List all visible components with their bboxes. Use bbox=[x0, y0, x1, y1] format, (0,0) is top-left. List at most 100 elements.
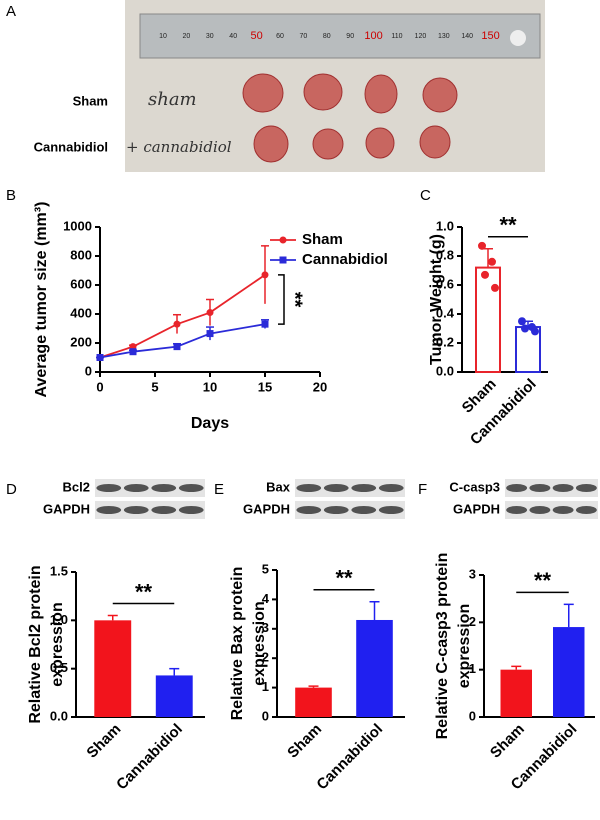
x-tick-label: 20 bbox=[313, 379, 327, 394]
legend-marker bbox=[279, 256, 287, 264]
data-point bbox=[531, 327, 539, 336]
ruler-label: 70 bbox=[300, 33, 308, 40]
y-axis-label: Average tumor size (mm³) bbox=[33, 202, 50, 398]
y-axis-label: Relative C-casp3 protein bbox=[434, 553, 451, 740]
blot-band bbox=[296, 506, 322, 514]
data-point bbox=[261, 271, 269, 279]
ruler-label: 20 bbox=[183, 33, 191, 40]
x-tick-label: 0 bbox=[96, 379, 103, 394]
row-label: Cannabidiol bbox=[34, 139, 108, 154]
bar bbox=[475, 266, 501, 374]
blot-band bbox=[96, 506, 122, 514]
blot bbox=[95, 501, 205, 519]
y-tick-label: 2 bbox=[262, 650, 269, 665]
y-axis-label: Tumor Weight (g) bbox=[428, 234, 445, 365]
blot-band bbox=[378, 484, 404, 492]
significance-label: ** bbox=[335, 566, 353, 591]
y-tick-label: 0 bbox=[85, 363, 92, 378]
significance-bracket bbox=[278, 274, 285, 325]
x-tick-label: 10 bbox=[203, 379, 217, 394]
y-tick-label: 1000 bbox=[63, 218, 92, 233]
blot-band bbox=[529, 506, 551, 514]
ruler-label: 120 bbox=[415, 33, 427, 40]
blot-band bbox=[151, 484, 177, 492]
panel-letter: B bbox=[6, 187, 16, 204]
data-point bbox=[488, 257, 496, 266]
ruler-label: 140 bbox=[461, 33, 473, 40]
bar bbox=[356, 619, 393, 717]
y-axis-label: Relative Bcl2 protein bbox=[27, 565, 44, 723]
y-axis-label: expression bbox=[456, 604, 473, 688]
bar bbox=[94, 620, 132, 717]
ruler-label: 50 bbox=[250, 30, 262, 42]
x-tick-label: 5 bbox=[151, 379, 158, 394]
x-tick-label: Cannabidiol bbox=[113, 721, 186, 794]
y-tick-label: 200 bbox=[70, 334, 92, 349]
y-tick-label: 1.5 bbox=[50, 563, 68, 578]
blot-band bbox=[123, 506, 149, 514]
y-tick-label: 0 bbox=[469, 708, 476, 723]
data-point bbox=[521, 324, 529, 333]
ruler-label: 90 bbox=[346, 33, 354, 40]
significance-label: ** bbox=[534, 568, 552, 593]
bar bbox=[500, 669, 532, 717]
bar bbox=[295, 687, 332, 717]
blot-band bbox=[296, 484, 322, 492]
y-tick-label: 0.2 bbox=[436, 334, 454, 349]
y-tick-label: 0.5 bbox=[50, 660, 68, 675]
ruler-label: 40 bbox=[229, 33, 237, 40]
y-tick-label: 5 bbox=[262, 561, 269, 576]
data-point bbox=[481, 270, 489, 279]
legend-marker bbox=[279, 236, 287, 244]
y-axis-label: expression bbox=[251, 601, 268, 685]
y-tick-label: 4 bbox=[262, 591, 270, 606]
y-tick-label: 3 bbox=[262, 620, 269, 635]
blot-band bbox=[351, 506, 377, 514]
blot-band bbox=[506, 506, 528, 514]
ruler-label: 100 bbox=[364, 30, 382, 42]
bar bbox=[553, 627, 585, 717]
ruler bbox=[139, 13, 541, 59]
x-tick-label: Sham bbox=[284, 721, 325, 762]
blot bbox=[505, 479, 598, 497]
blot-band bbox=[552, 506, 574, 514]
blot bbox=[295, 501, 405, 519]
blot-band bbox=[178, 506, 204, 514]
blot-band bbox=[552, 484, 574, 492]
panel-letter: C bbox=[420, 187, 431, 204]
panel-letter: E bbox=[214, 481, 224, 498]
y-tick-label: 1.0 bbox=[436, 218, 454, 233]
significance-label: ** bbox=[284, 292, 306, 308]
tumors bbox=[242, 73, 458, 163]
data-point bbox=[491, 283, 499, 292]
data-point bbox=[129, 348, 137, 356]
y-tick-label: 1 bbox=[262, 679, 269, 694]
handwritten-label: sham bbox=[148, 89, 197, 110]
ruler-label: 80 bbox=[323, 33, 331, 40]
data-point bbox=[173, 320, 181, 328]
y-tick-label: 0 bbox=[262, 708, 269, 723]
blot-band bbox=[575, 484, 597, 492]
handwritten-label: + cannabidiol bbox=[126, 138, 232, 156]
ruler-label: 130 bbox=[438, 33, 450, 40]
y-axis-label: Relative Bax protein bbox=[229, 567, 246, 721]
significance-label: ** bbox=[499, 213, 517, 238]
ruler-label: 150 bbox=[481, 30, 499, 42]
x-tick-label: Cannabidiol bbox=[313, 721, 386, 794]
data-point bbox=[518, 317, 526, 326]
row-label: Sham bbox=[73, 93, 108, 108]
y-tick-label: 1.0 bbox=[50, 612, 68, 627]
blot-band bbox=[323, 506, 349, 514]
ruler-label: 10 bbox=[159, 33, 167, 40]
blot-band bbox=[506, 484, 528, 492]
blot-band bbox=[575, 506, 597, 514]
blot-band bbox=[178, 484, 204, 492]
ruler-label: 110 bbox=[391, 33, 402, 40]
y-tick-label: 0.8 bbox=[436, 247, 454, 262]
x-tick-label: 15 bbox=[258, 379, 272, 394]
series-line bbox=[99, 323, 266, 359]
y-tick-label: 1 bbox=[469, 661, 476, 676]
blot-label: GAPDH bbox=[453, 501, 500, 516]
blot bbox=[95, 479, 205, 497]
